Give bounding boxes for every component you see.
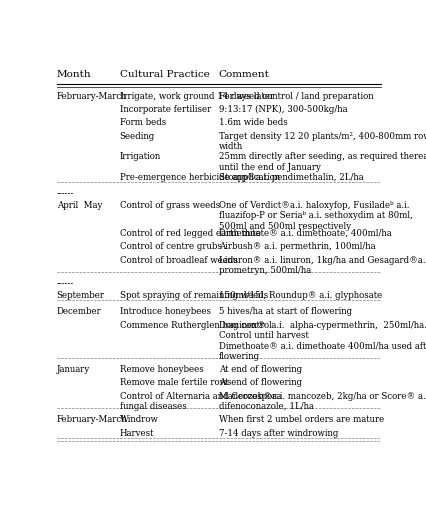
Text: February-March: February-March [57, 92, 127, 100]
Text: Control of red legged earth mite: Control of red legged earth mite [119, 229, 260, 237]
Text: For weed control / land preparation: For weed control / land preparation [219, 92, 373, 100]
Text: Remove honeybees: Remove honeybees [119, 364, 203, 373]
Text: September: September [57, 290, 104, 299]
Text: Introduce honeybees: Introduce honeybees [119, 307, 210, 316]
Text: Airbush® a.i. permethrin, 100ml/ha: Airbush® a.i. permethrin, 100ml/ha [219, 242, 374, 251]
Text: Month: Month [57, 70, 91, 79]
Text: ------: ------ [57, 279, 74, 288]
Text: April  May: April May [57, 200, 102, 210]
Text: Stomp®a.i. pendimethalin, 2L/ha: Stomp®a.i. pendimethalin, 2L/ha [219, 173, 363, 182]
Text: Comment: Comment [219, 70, 269, 79]
Text: Control of centre grubs: Control of centre grubs [119, 242, 221, 251]
Text: Irrigation: Irrigation [119, 152, 161, 161]
Text: Dominex®  a.i.  alpha-cypermethrin,  250ml/ha.
Control until harvest: Dominex® a.i. alpha-cypermethrin, 250ml/… [219, 320, 426, 339]
Text: At end of flowering: At end of flowering [219, 378, 301, 386]
Text: Incorporate fertiliser: Incorporate fertiliser [119, 105, 210, 114]
Text: 150ml/15l, Roundup® a.i. glyphosate: 150ml/15l, Roundup® a.i. glyphosate [219, 290, 381, 299]
Text: Control of grass weeds: Control of grass weeds [119, 200, 219, 210]
Text: Control of Alternaria and Cercospora
fungal diseases: Control of Alternaria and Cercospora fun… [119, 391, 280, 410]
Text: 5 hives/ha at start of flowering: 5 hives/ha at start of flowering [219, 307, 351, 316]
Text: Pre-emergence herbicide application: Pre-emergence herbicide application [119, 173, 279, 182]
Text: 7-14 days after windrowing: 7-14 days after windrowing [219, 428, 337, 437]
Text: One of Verdict®a.i. haloxyfop, Fusiladeᵇ a.i.
fluazifop-P or Seriaᵇ a.i. sethoxy: One of Verdict®a.i. haloxyfop, Fusiladeᵇ… [219, 200, 412, 230]
Text: 1.6m wide beds: 1.6m wide beds [219, 118, 287, 127]
Text: Remove male fertile rows: Remove male fertile rows [119, 378, 230, 386]
Text: Cultural Practice: Cultural Practice [119, 70, 209, 79]
Text: Mancozeb®a.i. mancozeb, 2kg/ha or Score® a.i.
difenoconazole, 1L/ha: Mancozeb®a.i. mancozeb, 2kg/ha or Score®… [219, 391, 426, 410]
Text: At end of flowering: At end of flowering [219, 364, 301, 373]
Text: Control of broadleaf weeds: Control of broadleaf weeds [119, 255, 237, 264]
Text: January: January [57, 364, 90, 373]
Text: Form beds: Form beds [119, 118, 165, 127]
Text: ------: ------ [57, 189, 74, 198]
Text: December: December [57, 307, 101, 316]
Text: Spot spraying of remaining weeds: Spot spraying of remaining weeds [119, 290, 267, 299]
Text: Harvest: Harvest [119, 428, 154, 437]
Text: Dimethoate® a.i. dimethoate 400ml/ha used after
flowering: Dimethoate® a.i. dimethoate 400ml/ha use… [219, 340, 426, 360]
Text: Commence Rutherglen bag control: Commence Rutherglen bag control [119, 320, 271, 329]
Text: Seeding: Seeding [119, 131, 155, 140]
Text: When first 2 umbel orders are mature: When first 2 umbel orders are mature [219, 415, 383, 423]
Text: Dimethoate® a.i. dimethoate, 400ml/ha: Dimethoate® a.i. dimethoate, 400ml/ha [219, 229, 391, 237]
Text: Irrigate, work ground 14 days later: Irrigate, work ground 14 days later [119, 92, 273, 100]
Text: February-March: February-March [57, 415, 127, 423]
Text: 25mm directly after seeding, as required thereafter
until the end of January: 25mm directly after seeding, as required… [219, 152, 426, 171]
Text: Target density 12 20 plants/m², 400-800mm row
width: Target density 12 20 plants/m², 400-800m… [219, 131, 426, 150]
Text: Windrow: Windrow [119, 415, 158, 423]
Text: 9:13:17 (NPK), 300-500kg/ha: 9:13:17 (NPK), 300-500kg/ha [219, 105, 347, 114]
Text: Linuron® a.i. linuron, 1kg/ha and Gesagard®a.i.
prometryn, 500ml/ha: Linuron® a.i. linuron, 1kg/ha and Gesaga… [219, 255, 426, 274]
